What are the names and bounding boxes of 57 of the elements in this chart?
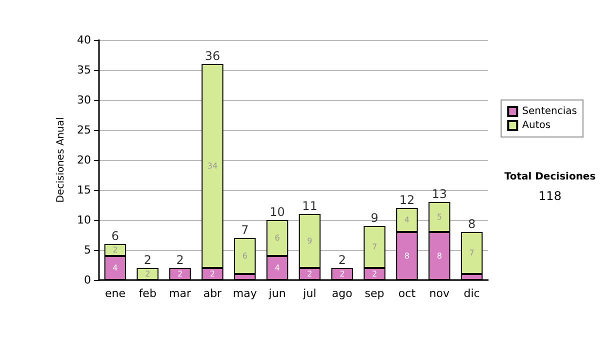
- y-tick-label: 0: [84, 274, 91, 286]
- y-tick-label: 5: [84, 244, 91, 256]
- data-label: 4: [404, 216, 410, 224]
- total-label: 2: [338, 253, 346, 267]
- x-tick-label: jul: [302, 287, 316, 300]
- total-label: 13: [432, 187, 448, 201]
- data-label: 7: [372, 242, 378, 252]
- total-label: 8: [468, 217, 476, 231]
- data-label: 4: [112, 264, 118, 272]
- y-tick-label: 35: [77, 64, 91, 76]
- data-label: 2: [210, 270, 216, 278]
- data-label: 2: [340, 270, 345, 278]
- x-tick-label: jun: [268, 287, 286, 300]
- y-tick-label: 40: [77, 34, 91, 46]
- y-axis-title: Decisiones Anual: [56, 117, 67, 203]
- data-label: 7: [469, 248, 474, 258]
- x-tick-label: nov: [429, 287, 450, 300]
- data-label: 2: [372, 270, 378, 278]
- x-tick-label: ene: [104, 287, 126, 300]
- legend-label: Sentencias: [522, 106, 578, 117]
- y-tick-label: 30: [77, 94, 91, 106]
- legend-label: Autos: [522, 120, 551, 131]
- data-label: 34: [207, 162, 218, 170]
- x-tick-label: dic: [464, 287, 480, 300]
- y-tick-label: 10: [77, 214, 91, 226]
- data-label: 2: [307, 270, 312, 278]
- text: 118: [538, 189, 562, 203]
- data-label: 6: [274, 234, 280, 242]
- total-label: 9: [370, 211, 378, 225]
- total-label: 2: [176, 253, 184, 267]
- data-label: 5: [436, 212, 442, 222]
- data-label: 9: [307, 236, 312, 246]
- data-label: 2: [145, 270, 150, 278]
- total-label: 6: [111, 229, 120, 243]
- data-label: 2: [112, 246, 118, 254]
- x-tick-label: sep: [364, 287, 384, 300]
- data-label: 8: [404, 252, 410, 260]
- x-tick-label: abr: [203, 287, 222, 300]
- total-label: 10: [270, 205, 285, 219]
- y-tick-label: 15: [77, 184, 91, 196]
- x-tick-label: may: [232, 287, 258, 300]
- text: Total Decisiones: [504, 172, 596, 182]
- total-label: 11: [302, 199, 318, 213]
- data-label: 8: [436, 252, 442, 260]
- x-tick-label: oct: [398, 287, 416, 300]
- total-label: 2: [144, 253, 152, 267]
- y-tick-label: 25: [77, 124, 91, 136]
- y-tick-label: 20: [77, 154, 91, 166]
- data-label: 4: [274, 264, 280, 272]
- total-label: 7: [241, 223, 249, 237]
- x-tick-label: mar: [169, 287, 192, 300]
- data-label: 6: [242, 252, 248, 260]
- x-tick-label: ago: [332, 287, 353, 300]
- total-label: 36: [204, 49, 220, 63]
- total-label: 12: [399, 193, 415, 207]
- data-label: 2: [177, 270, 183, 278]
- x-tick-label: feb: [138, 287, 156, 300]
